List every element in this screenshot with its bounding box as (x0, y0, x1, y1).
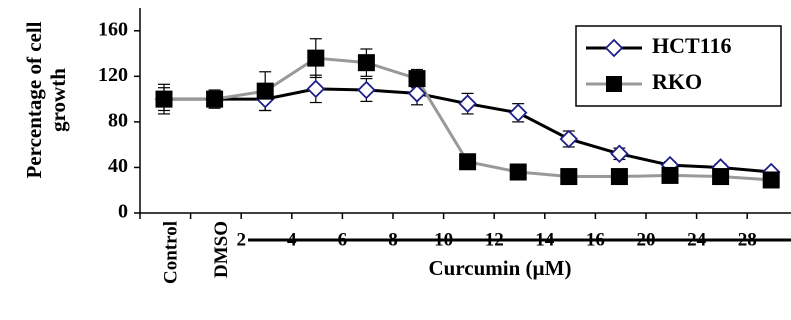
y-tick-label: 160 (98, 18, 128, 40)
point (206, 90, 224, 108)
legend-label: RKO (652, 69, 702, 94)
point (407, 84, 427, 103)
x-tick-label: 20 (637, 229, 656, 250)
point (307, 49, 325, 67)
x-axis-title: Curcumin (µM) (429, 256, 572, 280)
point (712, 168, 730, 186)
y-tick-label: 0 (118, 201, 128, 223)
x-tick-label: Control (160, 221, 181, 284)
x-tick-label: 16 (586, 229, 605, 250)
legend-marker (606, 76, 622, 92)
point (509, 163, 527, 181)
y-tick-label: 120 (98, 64, 128, 86)
point (256, 82, 274, 100)
point (610, 168, 628, 186)
y-tick-label: 80 (108, 109, 128, 131)
x-tick-label: 12 (485, 229, 504, 250)
x-tick-label: 2 (236, 229, 246, 250)
point (661, 166, 679, 184)
point (459, 153, 477, 171)
legend-marker (604, 38, 624, 58)
x-tick-label: 28 (738, 229, 757, 250)
point (306, 79, 326, 99)
point (408, 70, 426, 88)
y-axis-title: growth (46, 68, 70, 132)
x-tick-label: 24 (687, 229, 707, 250)
x-tick-label: 6 (338, 229, 348, 250)
legend-box (575, 25, 782, 107)
point (559, 129, 579, 149)
point (762, 171, 780, 189)
legend-label: HCT116 (652, 33, 731, 58)
point (357, 54, 375, 72)
point (458, 94, 477, 113)
point (610, 144, 629, 164)
point (155, 90, 173, 108)
y-axis-title: Percentage of cell (22, 21, 46, 178)
point (560, 168, 578, 186)
x-tick-label: 8 (388, 229, 398, 250)
y-tick-label: 40 (108, 155, 128, 177)
x-tick-label: DMSO (211, 221, 232, 278)
point (508, 103, 528, 123)
x-tick-label: 4 (287, 229, 297, 250)
x-tick-label: 14 (535, 229, 555, 250)
point (357, 80, 376, 100)
x-tick-label: 10 (434, 229, 453, 250)
